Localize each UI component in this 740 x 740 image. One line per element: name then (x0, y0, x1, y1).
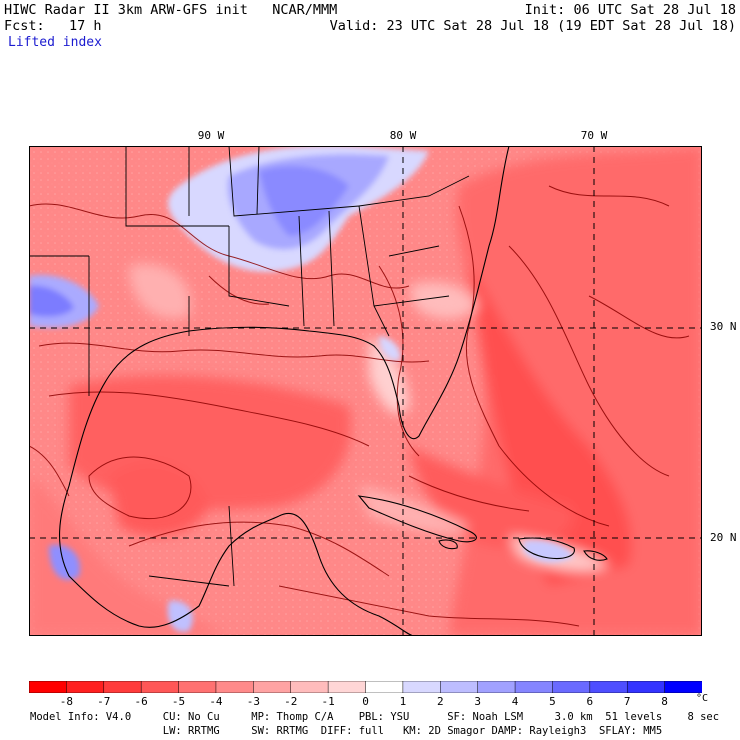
colorbar-swatch (327, 681, 367, 693)
forecast-hour: Fcst: 17 h (4, 18, 102, 34)
stable-region-mexico (49, 545, 80, 580)
colorbar-swatch (103, 681, 142, 693)
colorbar-tick-label: 7 (623, 695, 631, 708)
colorbar-tick-label: 8 (661, 695, 668, 708)
lifted-index-map (29, 146, 702, 636)
lat-label-30n: 30 N (710, 320, 737, 333)
colorbar-swatch (664, 681, 702, 693)
colorbar-swatch (253, 681, 292, 693)
colorbar-swatch (178, 681, 217, 693)
colorbar-swatch (589, 681, 628, 693)
stable-region-hispaniola (524, 540, 574, 563)
model-info-line2: LW: RRTMG SW: RRTMG DIFF: full KM: 2D Sm… (30, 725, 663, 737)
model-info-line1: Model Info: V4.0 CU: No Cu MP: Thomp C/A… (30, 711, 720, 723)
colorbar-swatch (66, 681, 105, 693)
field-name: Lifted index (8, 35, 102, 50)
lat-label-20n: 20 N (710, 531, 737, 544)
colorbar-swatch (477, 681, 516, 693)
colorbar-tick-label: 4 (511, 695, 519, 708)
colorbar (29, 681, 702, 693)
colorbar-swatch (514, 681, 554, 693)
colorbar-tick-label: -3 (246, 695, 260, 708)
colorbar-tick-label: -2 (284, 695, 298, 708)
lon-label-80w: 80 W (389, 129, 417, 142)
coastline (59, 146, 608, 636)
colorbar-tick-label: -6 (134, 695, 148, 708)
colorbar-swatch (402, 681, 442, 693)
colorbar-tick-label: -1 (321, 695, 335, 708)
lifted-index-contours (29, 185, 690, 627)
colorbar-swatch (365, 681, 404, 693)
colorbar-swatch (140, 681, 180, 693)
colorbar-swatch (215, 681, 255, 693)
colorbar-tick-label: -8 (59, 695, 73, 708)
colorbar-swatch (552, 681, 591, 693)
colorbar-swatch (626, 681, 666, 693)
header-title: HIWC Radar II 3km ARW-GFS init NCAR/MMM (4, 2, 338, 18)
lon-label-90w: 90 W (197, 129, 225, 142)
valid-time: Valid: 23 UTC Sat 28 Jul 18 (19 EDT Sat … (329, 18, 736, 34)
map-border (29, 146, 702, 636)
init-time: Init: 06 UTC Sat 28 Jul 18 (524, 2, 736, 18)
colorbar-tick-label: 3 (474, 695, 481, 708)
colorbar-swatch (290, 681, 329, 693)
colorbar-swatch (29, 681, 68, 693)
graticule (29, 146, 702, 636)
colorbar-tick-label: -4 (209, 695, 223, 708)
colorbar-tick-label: 1 (399, 695, 407, 708)
lon-label-70w: 70 W (580, 129, 608, 142)
colorbar-tick-label: -5 (171, 695, 186, 708)
colorbar-tick-label: 5 (549, 695, 556, 708)
colorbar-tick-label: 6 (586, 695, 594, 708)
colorbar-tick-label: -7 (97, 695, 111, 708)
colorbar-unit: °C (696, 693, 709, 704)
colorbar-swatch (440, 681, 479, 693)
colorbar-tick-label: 0 (362, 695, 369, 708)
colorbar-tick-label: 2 (436, 695, 444, 708)
political-boundaries (29, 146, 470, 587)
